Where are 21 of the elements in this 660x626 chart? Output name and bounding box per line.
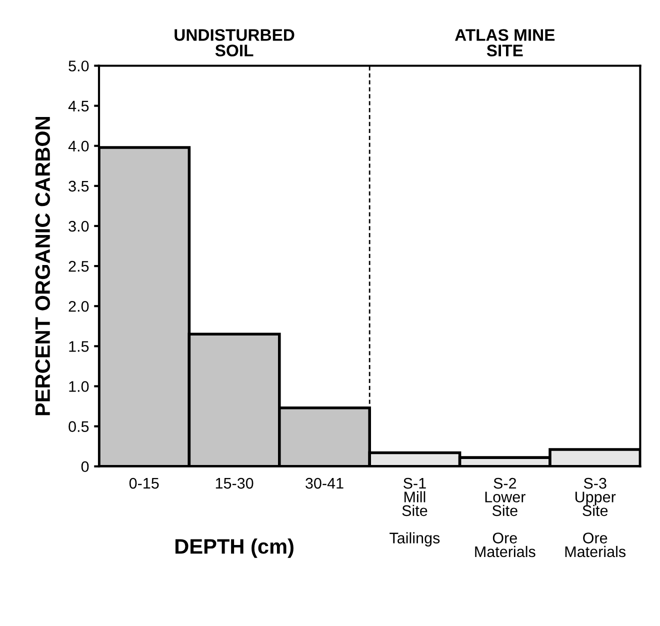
x-tick-label: 15-30 [216,478,254,489]
x-tick-label: S-3 Upper Site Ore Materials [565,478,626,558]
y-tick-label: 1.0 [69,381,89,392]
y-tick-label: 4.5 [68,100,89,112]
x-tick-label: 30-41 [306,478,344,489]
text: UNDISTURBED SOIL [174,29,294,56]
x-axis-title: DEPTH (cm) [176,538,294,558]
y-tick-label: 3.0 [68,220,89,232]
y-tick-label: 2.0 [68,300,89,312]
x-tick-label: S-2 Lower Site Ore Materials [475,478,536,558]
x-tick-label: S-1 Mill Site Tailings [390,478,440,546]
y-tick-label: 0.5 [68,421,89,432]
y-tick-label: 4.0 [68,140,89,152]
y-tick-label: 0 [81,461,89,472]
y-tick-label: 2.5 [68,260,89,272]
y-tick-label: 5.0 [68,60,89,72]
y-axis-title: PERCENT ORGANIC CARBON [35,116,50,416]
x-tick-label: 0-15 [129,478,159,489]
text: ATLAS MINE SITE [455,29,555,56]
y-tick-label: 1.5 [69,341,89,352]
y-tick-label: 3.5 [68,180,89,192]
